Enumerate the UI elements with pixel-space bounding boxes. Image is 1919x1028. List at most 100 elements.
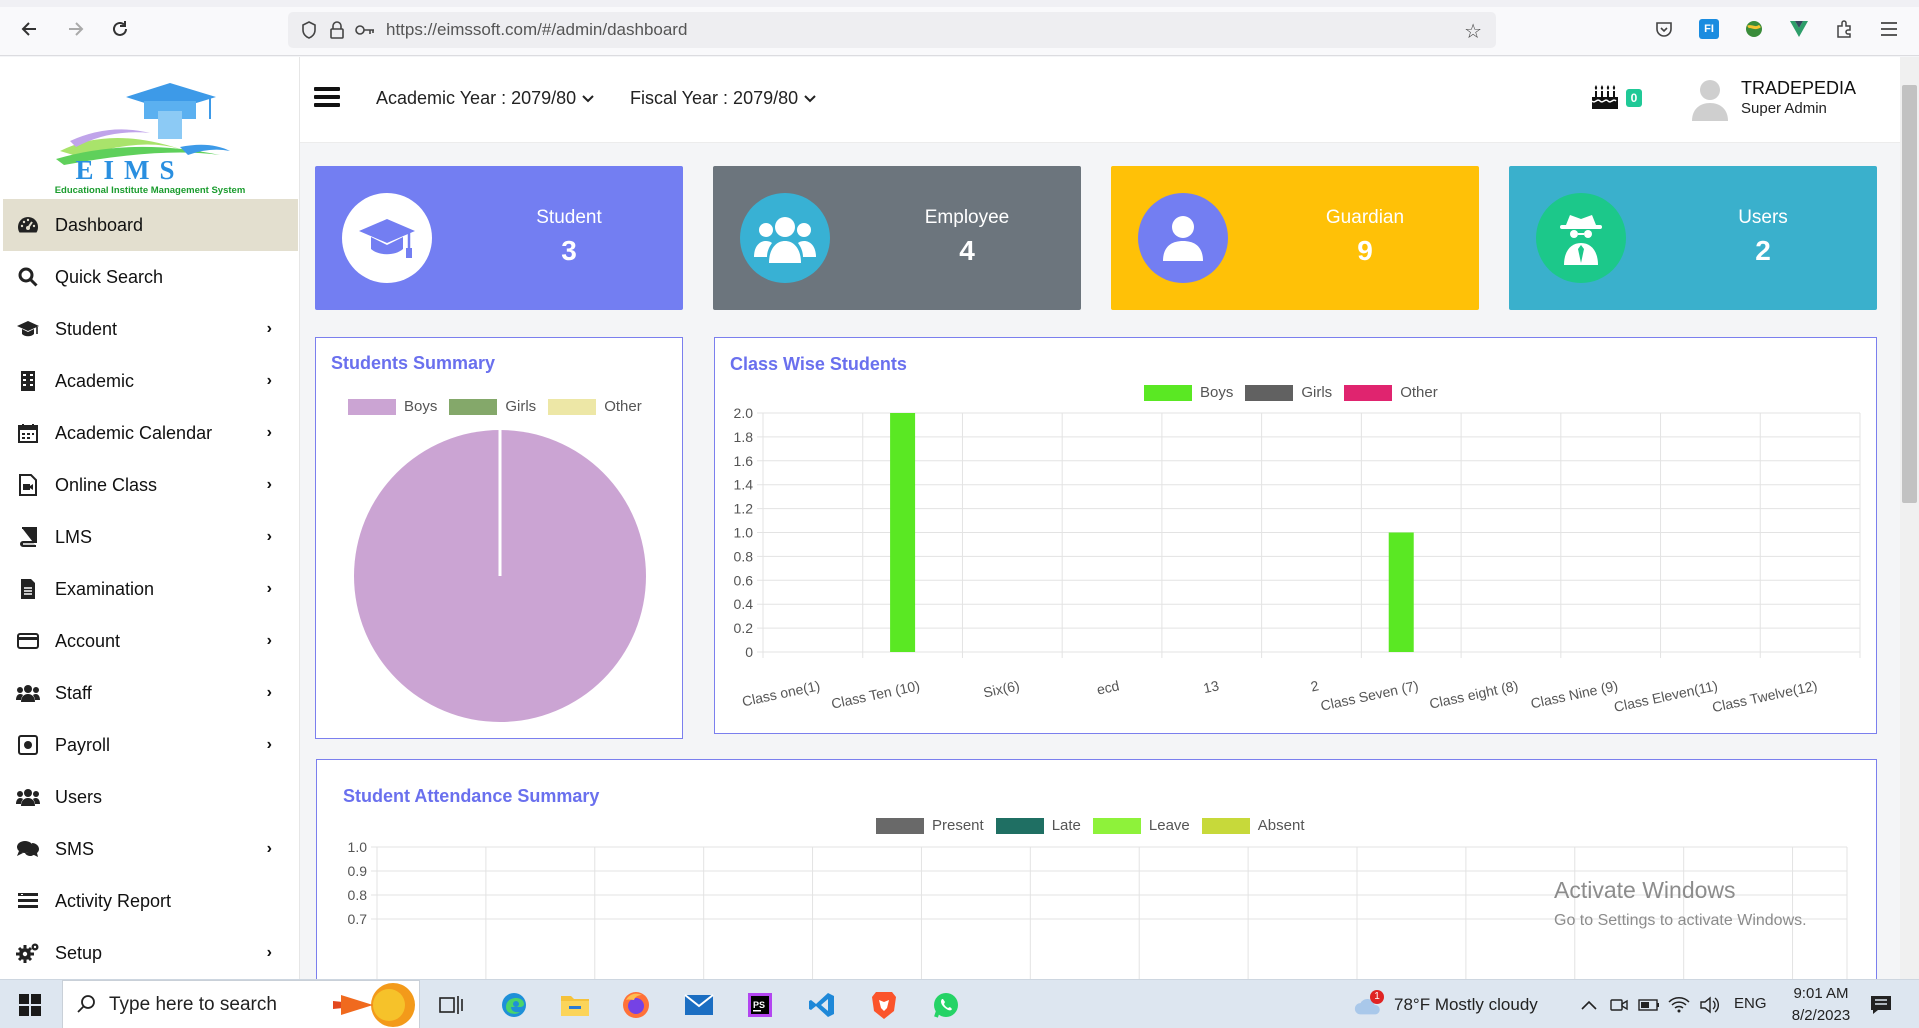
legend-item-girls[interactable]: Girls	[1245, 384, 1332, 401]
chevron-up-icon[interactable]	[1574, 990, 1604, 1020]
wifi-icon[interactable]	[1664, 990, 1694, 1020]
file-explorer-icon[interactable]	[560, 990, 590, 1020]
y-tick-label: 0.6	[734, 572, 754, 588]
sidebar-item-label: Account	[55, 630, 121, 651]
url-text[interactable]: https://eimssoft.com/#/admin/dashboard	[386, 20, 688, 39]
eims-logo[interactable]: EIMS Educational Institute Management Sy…	[20, 71, 280, 197]
menu-icon[interactable]	[1875, 15, 1903, 43]
y-tick-label: 1.8	[734, 429, 754, 445]
birthday-cake-icon[interactable]	[1590, 83, 1640, 115]
legend-item-other[interactable]: Other	[1344, 384, 1438, 401]
y-tick-label: 1.4	[734, 477, 754, 493]
document-icon	[16, 577, 40, 601]
sidebar-item-setup[interactable]: Setup ›	[3, 927, 298, 979]
sidebar-item-sms[interactable]: SMS ›	[3, 823, 298, 875]
comments-icon	[16, 837, 40, 861]
legend-item-boys[interactable]: Boys	[1144, 384, 1233, 401]
x-tick-label: Class Nine (9)	[1529, 677, 1619, 711]
legend-item-leave[interactable]: Leave	[1092, 817, 1190, 834]
stat-title: Users	[1738, 207, 1788, 228]
task-view-icon[interactable]	[436, 990, 466, 1020]
hamburger-menu-icon[interactable]	[314, 87, 340, 109]
phpstorm-icon[interactable]: PS	[745, 990, 775, 1020]
clock-time[interactable]: 9:01 AM	[1793, 985, 1849, 1002]
volume-icon[interactable]	[1694, 990, 1724, 1020]
sidebar-item-academic[interactable]: Academic ›	[3, 355, 298, 407]
extension-vue-icon[interactable]	[1785, 15, 1813, 43]
academic-year-select[interactable]: Academic Year : 2079/80	[376, 88, 594, 109]
panel-title: Student Attendance Summary	[343, 786, 600, 806]
pocket-icon[interactable]	[1650, 15, 1678, 43]
sidebar-item-online-class[interactable]: Online Class ›	[3, 459, 298, 511]
sidebar-item-account[interactable]: Account ›	[3, 615, 298, 667]
notification-center-icon[interactable]	[1866, 990, 1896, 1020]
taskbar-search-input[interactable]: Type here to search	[62, 980, 420, 1028]
stat-card-users[interactable]: Users 2	[1509, 166, 1877, 310]
legend-item-girls[interactable]: Girls	[449, 398, 536, 415]
fiscal-year-select[interactable]: Fiscal Year : 2079/80	[630, 88, 816, 109]
vscode-icon[interactable]	[807, 990, 837, 1020]
y-tick-label: 2.0	[734, 405, 754, 421]
legend-item-boys[interactable]: Boys	[348, 398, 437, 415]
whatsapp-icon[interactable]	[931, 990, 961, 1020]
watermark-subtitle: Go to Settings to activate Windows.	[1554, 912, 1807, 929]
address-bar[interactable]: https://eimssoft.com/#/admin/dashboard ☆	[288, 12, 1496, 48]
sidebar-item-activity-report[interactable]: Activity Report	[3, 875, 298, 927]
windows-start-icon[interactable]	[15, 990, 45, 1020]
tab-strip	[0, 0, 1919, 7]
back-icon[interactable]	[16, 15, 44, 43]
graduation-cap-icon	[16, 317, 40, 341]
sidebar-item-lms[interactable]: LMS ›	[3, 511, 298, 563]
meet-now-icon[interactable]	[1604, 990, 1634, 1020]
stat-card-student[interactable]: Student 3	[315, 166, 683, 310]
sidebar-item-label: SMS	[55, 838, 95, 859]
extension-fi-icon[interactable]: FI	[1695, 15, 1723, 43]
legend-item-late[interactable]: Late	[995, 817, 1081, 834]
class-wise-panel: Class Wise Students Boys Girls Other 2.0…	[714, 337, 1877, 734]
sidebar-item-label: Academic Calendar	[55, 422, 213, 443]
x-tick-label: Class Twelve(12)	[1711, 677, 1819, 715]
stat-card-employee[interactable]: Employee 4	[713, 166, 1081, 310]
legend-item-absent[interactable]: Absent	[1201, 817, 1304, 834]
calendar-icon	[16, 421, 40, 445]
lock-icon[interactable]	[326, 19, 348, 41]
sidebar-item-dashboard[interactable]: Dashboard	[3, 199, 298, 251]
sidebar-item-label: Staff	[55, 682, 92, 703]
brave-icon[interactable]	[869, 990, 899, 1020]
firefox-icon[interactable]	[621, 990, 651, 1020]
extension-globe-icon[interactable]	[1740, 15, 1768, 43]
scrollbar-thumb[interactable]	[1902, 85, 1917, 503]
edge-browser-icon[interactable]	[499, 990, 529, 1020]
bar-boys[interactable]	[890, 413, 916, 652]
sidebar-item-payroll[interactable]: Payroll ›	[3, 719, 298, 771]
battery-icon[interactable]	[1634, 990, 1664, 1020]
avatar[interactable]	[1690, 77, 1730, 121]
weather-text[interactable]: 78°F Mostly cloudy	[1394, 995, 1538, 1014]
sidebar-item-student[interactable]: Student ›	[3, 303, 298, 355]
user-name[interactable]: TRADEPEDIA	[1741, 78, 1857, 98]
legend-item-other[interactable]: Other	[548, 398, 642, 415]
sidebar-item-quick-search[interactable]: Quick Search	[3, 251, 298, 303]
page-scrollbar[interactable]	[1900, 57, 1919, 979]
legend-swatch	[548, 398, 597, 415]
bookmark-star-icon[interactable]: ☆	[1464, 21, 1482, 43]
legend-item-present[interactable]: Present	[876, 817, 984, 834]
stat-card-guardian[interactable]: Guardian 9	[1111, 166, 1479, 310]
forward-icon[interactable]	[61, 15, 89, 43]
extension-icon[interactable]	[1830, 15, 1858, 43]
y-tick-label: 0.7	[348, 911, 368, 927]
legend-swatch	[1344, 384, 1393, 401]
sidebar-item-users[interactable]: Users	[3, 771, 298, 823]
chart-legend: Present Late Leave Absent	[876, 817, 1316, 834]
bar-boys[interactable]	[1388, 532, 1414, 653]
language-indicator[interactable]: ENG	[1734, 995, 1767, 1012]
sidebar-item-examination[interactable]: Examination ›	[3, 563, 298, 615]
shield-icon[interactable]	[298, 19, 320, 41]
watermark-title: Activate Windows	[1554, 877, 1736, 903]
sidebar-item-academic-calendar[interactable]: Academic Calendar ›	[3, 407, 298, 459]
key-icon[interactable]	[354, 19, 376, 41]
mail-icon[interactable]	[684, 990, 714, 1020]
reload-icon[interactable]	[106, 15, 134, 43]
clock-date[interactable]: 8/2/2023	[1791, 1007, 1851, 1024]
sidebar-item-staff[interactable]: Staff ›	[3, 667, 298, 719]
